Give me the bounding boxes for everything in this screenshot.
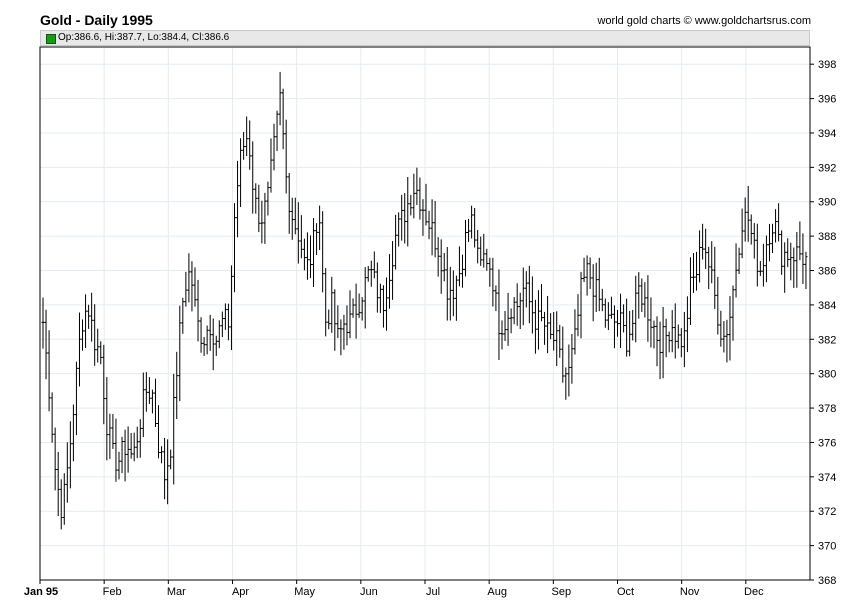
y-tick-label: 388 [818,231,836,243]
x-tick-label: Apr [232,586,249,598]
y-tick-label: 396 [818,94,836,106]
y-tick-label: 380 [818,369,836,381]
y-tick-label: 372 [818,506,836,518]
x-tick-label: Jul [426,586,440,598]
y-tick-label: 392 [818,162,836,174]
y-tick-label: 398 [818,59,836,71]
x-tick-label: Mar [167,586,186,598]
x-tick-label: Aug [487,586,507,598]
x-axis: Jan 95 Feb Mar Apr May Jun Jul Aug Sep Oct Nov Dec [24,580,764,598]
y-tick-label: 370 [818,541,836,553]
price-bars [41,71,808,530]
x-tick-label: Jan 95 [24,586,58,598]
y-tick-label: 376 [818,437,836,449]
y-tick-label: 374 [818,472,836,484]
y-tick-label: 382 [818,334,836,346]
y-tick-label: 394 [818,128,836,140]
x-tick-label: Jun [360,586,378,598]
y-tick-label: 386 [818,266,836,278]
chart-title: Gold - Daily 1995 [40,12,153,28]
x-tick-label: Nov [680,586,700,598]
chart-credit: world gold charts © www.goldchartsrus.co… [597,15,811,27]
y-tick-label: 384 [818,300,836,312]
legend-ohlc-text: Op:386.6, Hi:387.7, Lo:384.4, Cl:386.6 [58,32,230,43]
y-tick-label: 368 [818,575,836,587]
x-tick-label: Oct [617,586,634,598]
x-tick-label: Sep [552,586,572,598]
x-tick-label: Feb [103,586,122,598]
y-tick-label: 378 [818,403,836,415]
x-tick-label: Dec [744,586,764,598]
legend-bar: Op:386.6, Hi:387.7, Lo:384.4, Cl:386.6 [40,30,810,46]
legend-swatch [46,34,56,44]
grid-lines [40,47,810,581]
y-tick-label: 390 [818,197,836,209]
y-axis: 368 370 372 374 376 378 380 382 384 386 388 390 392 3… [810,59,836,587]
x-tick-label: May [294,586,315,598]
